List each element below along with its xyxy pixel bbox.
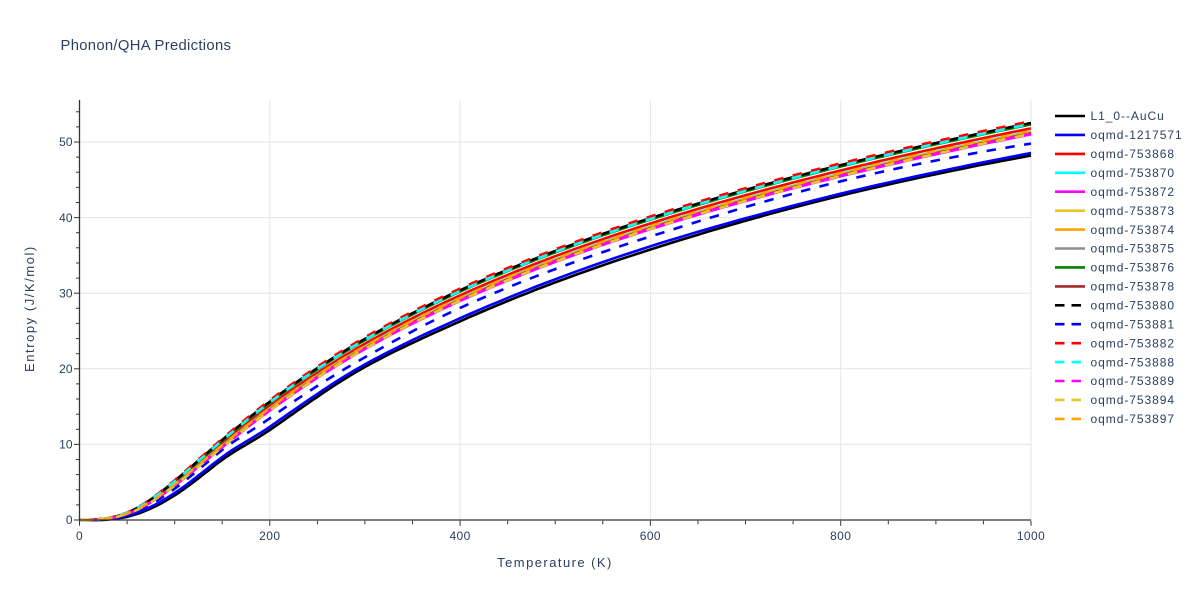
svg-text:1000: 1000	[1017, 529, 1045, 543]
svg-text:oqmd-753872: oqmd-753872	[1091, 185, 1176, 199]
svg-text:oqmd-753876: oqmd-753876	[1091, 261, 1176, 275]
svg-text:400: 400	[449, 529, 470, 543]
svg-text:0: 0	[66, 513, 73, 527]
svg-text:oqmd-753881: oqmd-753881	[1091, 317, 1176, 331]
svg-text:oqmd-753888: oqmd-753888	[1091, 355, 1176, 369]
svg-text:oqmd-753882: oqmd-753882	[1091, 336, 1176, 350]
svg-text:200: 200	[259, 529, 280, 543]
svg-text:oqmd-753889: oqmd-753889	[1091, 374, 1176, 388]
svg-text:oqmd-753874: oqmd-753874	[1091, 223, 1176, 237]
svg-text:0: 0	[76, 529, 83, 543]
svg-text:oqmd-753868: oqmd-753868	[1091, 147, 1176, 161]
svg-text:50: 50	[59, 135, 73, 149]
svg-text:40: 40	[59, 211, 73, 225]
svg-text:oqmd-753873: oqmd-753873	[1091, 204, 1176, 218]
svg-text:30: 30	[59, 286, 73, 300]
svg-text:oqmd-753897: oqmd-753897	[1091, 412, 1176, 426]
svg-text:oqmd-1217571: oqmd-1217571	[1091, 128, 1183, 142]
svg-text:L1_0--AuCu: L1_0--AuCu	[1091, 109, 1165, 123]
svg-text:oqmd-753894: oqmd-753894	[1091, 393, 1176, 407]
svg-text:600: 600	[640, 529, 661, 543]
svg-text:oqmd-753875: oqmd-753875	[1091, 242, 1176, 256]
svg-text:Temperature (K): Temperature (K)	[497, 555, 613, 570]
svg-text:oqmd-753870: oqmd-753870	[1091, 166, 1176, 180]
svg-text:10: 10	[59, 438, 73, 452]
svg-text:oqmd-753880: oqmd-753880	[1091, 299, 1176, 313]
svg-text:Phonon/QHA Predictions: Phonon/QHA Predictions	[61, 38, 232, 54]
svg-text:20: 20	[59, 362, 73, 376]
svg-text:800: 800	[830, 529, 851, 543]
svg-text:oqmd-753878: oqmd-753878	[1091, 280, 1176, 294]
svg-text:Entropy (J/K/mol): Entropy (J/K/mol)	[22, 245, 37, 372]
